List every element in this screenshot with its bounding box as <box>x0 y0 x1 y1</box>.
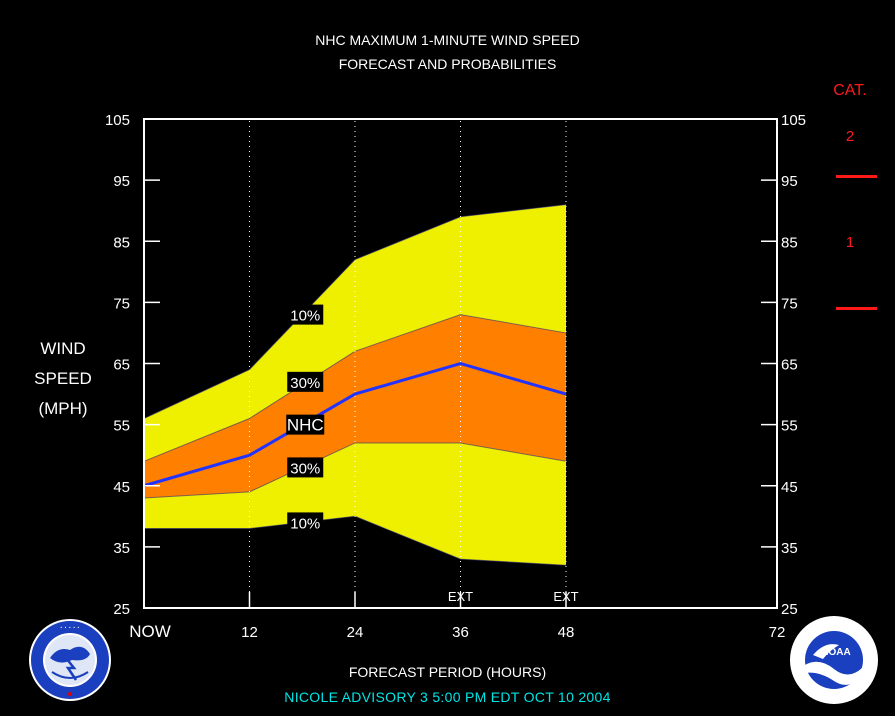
band-label-box-2 <box>286 414 325 435</box>
y-tick-label-left-85: 85 <box>113 234 130 251</box>
y-tick-label-right-65: 65 <box>781 357 798 374</box>
nhc-forecast-line <box>143 361 567 488</box>
y-tick-label-left-65: 65 <box>113 357 130 374</box>
category-2-threshold-line <box>836 175 877 178</box>
ext-label-36: EXT <box>448 589 473 604</box>
y-tick-label-right-85: 85 <box>781 234 798 251</box>
band-label-box-3 <box>287 457 324 478</box>
band-label-4: 10% <box>290 515 320 532</box>
x-tick-label-0: NOW <box>129 622 171 641</box>
y-tick-label-right-105: 105 <box>781 112 806 129</box>
x-tick-label-12: 12 <box>241 624 258 641</box>
chart-title-line2: FORECAST AND PROBABILITIES <box>338 56 557 72</box>
band-label-box-0 <box>287 304 324 325</box>
advisory-footer: NICOLE ADVISORY 3 5:00 PM EDT OCT 10 200… <box>284 689 611 705</box>
ylabel-line2: SPEED <box>34 369 92 388</box>
ylabel-line1: WIND <box>40 339 86 358</box>
y-tick-label-left-25: 25 <box>113 601 130 618</box>
nws-logo <box>28 618 112 702</box>
y-tick-label-right-45: 45 <box>781 479 798 496</box>
band-label-0: 10% <box>290 308 320 325</box>
category-1-threshold-line <box>836 307 877 310</box>
y-tick-label-left-105: 105 <box>105 112 130 129</box>
y-tick-label-left-35: 35 <box>113 540 130 557</box>
band-label-2: NHC <box>287 416 324 435</box>
nws-logo-icon: · · · · · <box>29 619 111 701</box>
x-tick-label-36: 36 <box>452 624 469 641</box>
band-label-box-4 <box>287 512 324 533</box>
noaa-logo-text: NOAA <box>821 647 850 658</box>
y-tick-label-right-75: 75 <box>781 295 798 312</box>
x-tick-label-48: 48 <box>558 624 575 641</box>
noaa-logo-icon: NOAA <box>790 616 878 704</box>
y-tick-label-left-55: 55 <box>113 418 130 435</box>
y-tick-label-left-95: 95 <box>113 173 130 190</box>
y-tick-label-left-45: 45 <box>113 479 130 496</box>
band-label-3: 30% <box>290 460 320 477</box>
svg-text:· · · · ·: · · · · · <box>60 625 79 632</box>
y-tick-label-right-35: 35 <box>781 540 798 557</box>
band-label-1: 30% <box>290 375 320 392</box>
ylabel-line3: (MPH) <box>38 399 88 418</box>
band-label-box-1 <box>287 371 324 392</box>
category-2-label: 2 <box>845 128 855 145</box>
x-tick-label-72: 72 <box>769 624 786 641</box>
y-tick-label-left-75: 75 <box>113 295 130 312</box>
band-edge-line-0 <box>143 204 567 419</box>
band-edge-line-2 <box>143 442 567 499</box>
y-tick-label-right-25: 25 <box>781 601 798 618</box>
ext-label-48: EXT <box>553 589 578 604</box>
x-axis-label: FORECAST PERIOD (HOURS) <box>348 664 547 680</box>
category-1-label: 1 <box>845 234 855 251</box>
chart-title-line1: NHC MAXIMUM 1-MINUTE WIND SPEED <box>315 32 580 48</box>
y-tick-label-right-95: 95 <box>781 173 798 190</box>
x-tick-label-24: 24 <box>347 624 364 641</box>
y-tick-label-right-55: 55 <box>781 418 798 435</box>
category-legend-title: CAT. <box>833 82 867 99</box>
